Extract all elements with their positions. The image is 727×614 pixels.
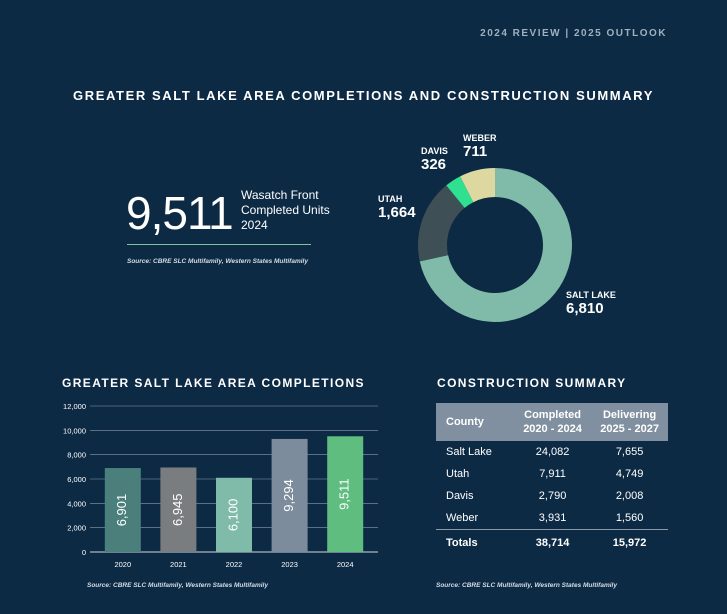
cell-county: Weber — [446, 512, 479, 524]
table-row: Utah 7,911 4,749 — [436, 463, 668, 485]
cell-completed: 24,082 — [535, 446, 570, 458]
donut-slice-salt-lake — [419, 168, 572, 322]
bar-value-label: 6,901 — [114, 494, 129, 527]
bar-2024 — [327, 436, 364, 552]
cell-delivering: 1,560 — [615, 512, 644, 524]
x-tick-label: 2023 — [281, 560, 298, 569]
bar-2022 — [216, 477, 252, 552]
donut-label-utah: UTAH 1,664 — [378, 194, 416, 221]
y-tick-label: 10,000 — [63, 426, 86, 435]
cell-county: Utah — [446, 468, 470, 480]
x-tick-label: 2020 — [114, 560, 131, 569]
donut-label-value: 326 — [421, 156, 447, 173]
donut-chart — [418, 168, 572, 322]
x-tick-label: 2022 — [226, 560, 243, 569]
table-row: Weber 3,931 1,560 — [436, 507, 668, 530]
donut-slice-davis — [446, 176, 474, 208]
y-tick-label: 0 — [82, 548, 86, 557]
donut-label-value: 1,664 — [378, 204, 416, 221]
donut-label-salt-lake: SALT LAKE 6,810 — [566, 290, 616, 317]
cell-delivering: 2,008 — [615, 490, 644, 502]
bar-value-label: 9,294 — [281, 479, 296, 512]
cell-completed: 3,931 — [538, 512, 567, 524]
bar-value-label: 6,945 — [170, 493, 185, 526]
table-row: Salt Lake 24,082 7,655 — [436, 441, 668, 463]
y-tick-label: 12,000 — [63, 402, 86, 411]
donut-label-weber: WEBER 711 — [463, 133, 497, 160]
x-tick-label: 2021 — [170, 560, 187, 569]
donut-label-name: WEBER — [463, 133, 497, 143]
cell-delivering: 4,749 — [615, 468, 644, 480]
table-header-row: County Completed 2020 - 2024 Delivering … — [436, 403, 668, 441]
x-tick-label: 2024 — [337, 560, 354, 569]
summary-divider — [127, 244, 311, 245]
construction-summary-title: CONSTRUCTION SUMMARY — [437, 376, 627, 390]
bar-2020 — [104, 468, 141, 552]
y-tick-label: 4,000 — [67, 499, 86, 508]
bar-2021 — [160, 467, 197, 552]
summary-source: Source: CBRE SLC Multifamily, Western St… — [127, 258, 308, 265]
cell-delivering: 7,655 — [615, 446, 644, 458]
table-row: Davis 2,790 2,008 — [436, 485, 668, 507]
cell-county: Davis — [446, 490, 474, 502]
donut-label-name: UTAH — [378, 194, 403, 204]
totals-row: Totals 38,714 15,972 — [436, 529, 668, 556]
y-tick-label: 6,000 — [67, 475, 86, 484]
cell-totals-label: Totals — [436, 529, 514, 556]
donut-label-value: 6,810 — [566, 300, 604, 317]
cell-completed: 2,790 — [538, 490, 567, 502]
bar-2023 — [271, 438, 308, 552]
donut-label-name: DAVIS — [421, 146, 448, 156]
completed-units-label: Wasatch Front Completed Units 2024 — [241, 188, 330, 232]
construction-summary-table: County Completed 2020 - 2024 Delivering … — [436, 403, 668, 556]
cell-county: Salt Lake — [446, 446, 492, 458]
completions-bar-chart: 0 2,000 4,000 6,000 8,000 10,000 12,000 6,901 20… — [63, 402, 378, 569]
donut-label-value: 711 — [463, 143, 488, 160]
bar-value-label: 6,100 — [225, 499, 240, 532]
chart-source: Source: CBRE SLC Multifamily, Western St… — [87, 582, 268, 589]
report-tag: 2024 REVIEW | 2025 OUTLOOK — [480, 28, 667, 39]
col-header-county: County — [436, 403, 514, 441]
cell-totals-delivering: 15,972 — [591, 529, 668, 556]
donut-label-davis: DAVIS 326 — [421, 146, 448, 173]
cell-completed: 7,911 — [539, 468, 566, 480]
completions-chart-title: GREATER SALT LAKE AREA COMPLETIONS — [62, 376, 365, 390]
table-source: Source: CBRE SLC Multifamily, Western St… — [436, 582, 617, 589]
col-header-delivering: Delivering 2025 - 2027 — [591, 403, 668, 441]
bar-value-label: 9,511 — [337, 478, 352, 510]
donut-slice-weber — [460, 168, 495, 203]
page-title: GREATER SALT LAKE AREA COMPLETIONS AND C… — [73, 88, 654, 103]
completed-units-value: 9,511 — [126, 187, 234, 239]
col-header-completed: Completed 2020 - 2024 — [513, 403, 592, 441]
y-tick-label: 2,000 — [67, 524, 86, 533]
donut-slice-utah — [418, 185, 465, 262]
donut-label-name: SALT LAKE — [566, 290, 616, 300]
y-tick-label: 8,000 — [67, 451, 86, 460]
cell-totals-completed: 38,714 — [513, 529, 592, 556]
